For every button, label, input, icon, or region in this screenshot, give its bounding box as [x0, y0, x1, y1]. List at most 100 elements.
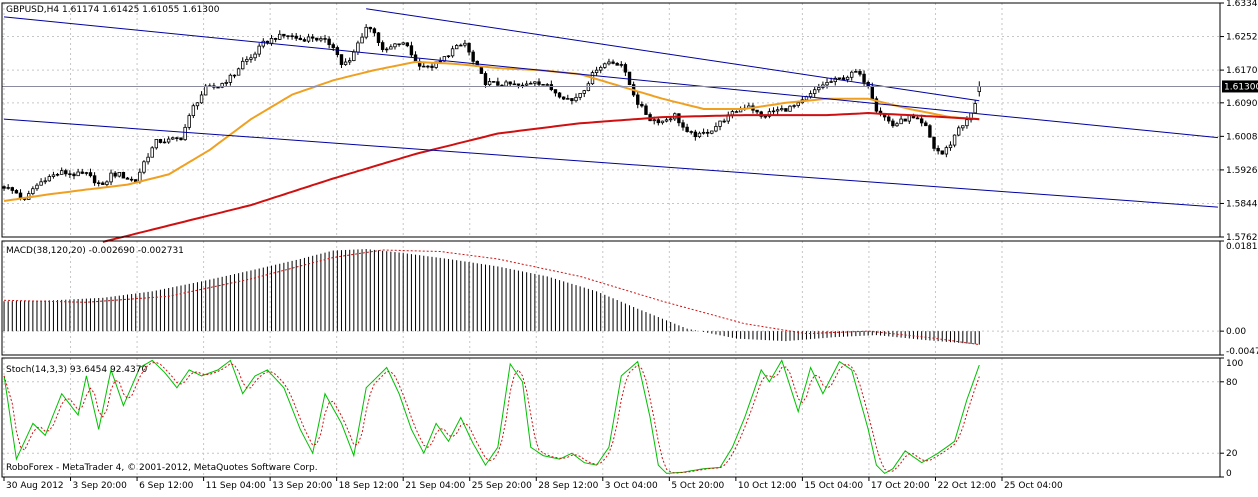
candle-body	[837, 77, 842, 80]
macd-tick-label: 0.00	[1226, 327, 1246, 337]
candle-body	[261, 40, 265, 47]
candle-body	[253, 53, 257, 59]
candle-body	[586, 83, 591, 92]
candle-body	[627, 71, 632, 85]
candle-body	[734, 111, 739, 113]
time-tick-label: 11 Sep 04:00	[206, 481, 266, 491]
candle-body	[973, 103, 977, 114]
candle-body	[315, 37, 319, 41]
candle-body	[718, 120, 722, 127]
candle-body	[578, 92, 582, 98]
candle-body	[360, 36, 364, 44]
candle-body	[39, 181, 43, 186]
footer-copyright: RoboForex - MetaTrader 4, © 2001-2012, M…	[6, 463, 318, 473]
candle-body	[203, 85, 208, 96]
time-tick-label: 25 Oct 04:00	[1004, 481, 1063, 491]
candle-body	[121, 171, 126, 179]
candle-body	[574, 96, 578, 102]
candle-body	[862, 73, 866, 83]
time-tick-label: 25 Sep 20:00	[472, 481, 532, 491]
candle-body	[162, 141, 167, 144]
candle-body	[701, 131, 706, 134]
candle-body	[401, 42, 405, 45]
macd-signal-line	[4, 249, 980, 346]
candle-body	[714, 126, 718, 132]
candle-body	[269, 38, 274, 44]
candle-body	[376, 32, 381, 43]
candle-body	[150, 147, 154, 158]
candle-body	[35, 184, 39, 190]
macd-tick-label: 0.018111	[1226, 242, 1258, 252]
candle-body	[409, 45, 414, 56]
candle-body	[335, 47, 340, 55]
time-tick-label: 21 Sep 04:00	[405, 481, 465, 491]
candle-body	[681, 122, 685, 128]
candle-body	[105, 181, 109, 185]
candle-body	[545, 84, 549, 86]
candle-body	[80, 171, 84, 174]
candle-body	[389, 46, 393, 50]
candle-body	[426, 65, 430, 68]
candle-body	[496, 81, 500, 86]
candle-body	[290, 35, 294, 38]
candle-body	[792, 105, 796, 107]
candle-body	[932, 136, 936, 149]
candle-body	[459, 44, 463, 47]
candle-body	[508, 81, 512, 85]
candle-body	[393, 43, 397, 48]
panel-frame-2	[1, 357, 1221, 478]
price-tick-label: 1.59260	[1226, 166, 1258, 176]
candle-body	[319, 38, 323, 41]
candle-body	[278, 33, 282, 40]
candle-body	[273, 38, 278, 40]
candle-body	[899, 118, 903, 125]
candle-body	[722, 120, 726, 123]
stoch-tick-label: 80	[1226, 378, 1238, 388]
price-tick-label: 1.58440	[1226, 199, 1258, 209]
candle-body	[47, 176, 52, 182]
candle-body	[14, 190, 19, 194]
candle-body	[224, 81, 228, 84]
candle-body	[352, 51, 356, 62]
candle-body	[158, 139, 163, 143]
candle-body	[529, 82, 533, 85]
candle-body	[397, 43, 401, 46]
candle-body	[405, 42, 410, 47]
candle-body	[977, 86, 981, 93]
candle-body	[446, 55, 451, 58]
candle-body	[368, 26, 372, 30]
candle-body	[454, 45, 459, 50]
panel-frame-1	[1, 240, 1221, 356]
candle-body	[31, 188, 35, 195]
candle-body	[615, 62, 619, 66]
candle-body	[771, 110, 776, 113]
candle-body	[294, 35, 298, 39]
time-tick-label: 18 Sep 12:00	[339, 481, 399, 491]
candle-body	[232, 74, 237, 77]
candle-body	[566, 98, 570, 100]
candle-body	[549, 84, 554, 91]
candle-body	[512, 83, 517, 86]
candle-body	[55, 173, 60, 176]
candle-body	[652, 119, 656, 122]
candle-body	[668, 118, 673, 121]
candle-body	[471, 51, 475, 62]
candle-body	[924, 122, 928, 127]
candle-body	[656, 119, 661, 124]
candle-body	[372, 28, 377, 34]
candle-body	[430, 65, 434, 68]
candle-body	[858, 71, 862, 75]
candle-body	[870, 85, 874, 100]
candle-body	[541, 83, 545, 86]
candle-body	[685, 126, 689, 132]
candle-body	[125, 177, 130, 180]
candle-body	[553, 89, 558, 94]
candle-body	[520, 84, 525, 87]
candle-body	[154, 139, 159, 149]
candle-body	[175, 137, 179, 139]
macd-tick-label: -0.004793	[1226, 347, 1258, 357]
candle-body	[599, 66, 603, 71]
candle-body	[874, 98, 879, 112]
time-tick-label: 3 Oct 04:00	[605, 481, 658, 491]
